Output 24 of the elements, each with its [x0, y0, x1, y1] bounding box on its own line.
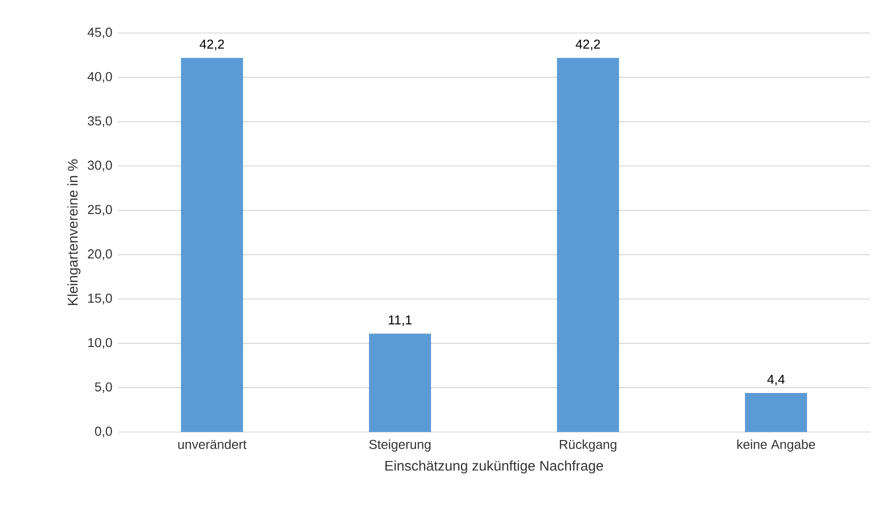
y-tick-label: 0,0: [94, 426, 112, 438]
data-label: 11,1: [388, 315, 412, 326]
x-tick-label: keine Angabe: [737, 440, 816, 452]
y-tick-label: 45,0: [88, 28, 112, 38]
y-tick-label: 10,0: [88, 338, 112, 349]
x-tick-label: Steigerung: [369, 440, 430, 452]
y-axis-title: Kleingartenvereine in %: [67, 159, 80, 306]
y-tick-label: 25,0: [88, 204, 112, 216]
y-tick-label: 30,0: [88, 160, 112, 172]
y-tick-label: 15,0: [88, 294, 112, 304]
bar: [745, 392, 808, 432]
y-tick-label: 40,0: [88, 72, 112, 83]
x-tick-label: Rückgang: [560, 440, 616, 452]
y-tick-label: 35,0: [88, 116, 112, 128]
y-tick-label: 20,0: [88, 249, 112, 260]
data-label: 42,2: [576, 40, 600, 50]
x-axis-title: Einschätzung zukünftige Nachfrage: [385, 460, 604, 474]
bar: [557, 58, 620, 432]
data-label: 4,4: [767, 374, 785, 386]
y-tick-label: 5,0: [94, 382, 112, 394]
bar: [369, 334, 432, 432]
data-label: 42,2: [200, 40, 224, 50]
bar: [181, 58, 244, 432]
x-tick-label: unverändert: [178, 440, 246, 450]
